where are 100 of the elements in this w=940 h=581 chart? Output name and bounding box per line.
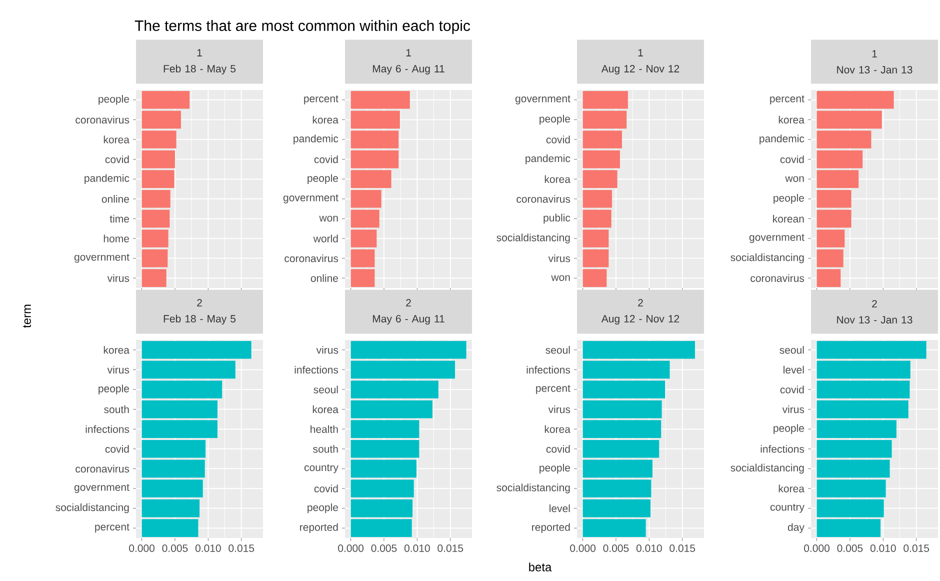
y-tick-label: coronavirus	[76, 116, 130, 124]
y-tick-label: government	[74, 484, 130, 493]
x-axis-title: beta	[529, 562, 552, 572]
bar	[582, 230, 609, 248]
bar	[816, 269, 841, 287]
y-tick-label: seoul	[546, 346, 570, 354]
y-tick-label: pandemic	[760, 134, 804, 144]
y-tick-label: percent	[95, 524, 130, 533]
bar	[816, 499, 884, 518]
y-tick-label: online	[310, 274, 338, 282]
y-tick-label: percent	[770, 95, 804, 104]
y-tick-label: korea	[104, 136, 130, 144]
chart-subtitle: Aug 12 - Nov 12	[601, 64, 680, 74]
x-tick-label: 0.000	[570, 544, 596, 552]
y-tick-label: people	[774, 194, 804, 204]
bar	[350, 230, 377, 248]
y-tick-label: korea	[544, 425, 570, 433]
y-tick-label: socialdistancing	[730, 253, 804, 264]
bar	[816, 130, 872, 148]
bar	[142, 210, 170, 228]
chart-title: 2	[406, 299, 411, 306]
bar	[582, 460, 652, 478]
y-tick-label: virus	[548, 405, 570, 414]
bar	[350, 90, 410, 109]
y-tick-label: covid	[314, 484, 338, 492]
y-tick-label: coronavirus	[750, 274, 804, 282]
y-tick-label: percent	[304, 95, 338, 104]
bar	[142, 130, 176, 148]
bar	[350, 190, 382, 208]
y-tick-label: pandemic	[84, 174, 130, 184]
bar	[582, 110, 627, 129]
x-tick-label: 0.010	[636, 544, 662, 552]
bar	[350, 480, 414, 498]
y-tick-label: home	[104, 234, 129, 242]
bar	[816, 90, 894, 109]
y-tick-label: government	[515, 95, 570, 104]
x-tick-label: 0.005	[162, 544, 188, 552]
bar	[582, 420, 662, 438]
x-tick-label: 0.000	[804, 544, 830, 552]
y-tick-label: won	[319, 216, 338, 222]
bar	[350, 269, 375, 287]
chart-title: 1	[638, 49, 643, 56]
bar	[816, 420, 896, 438]
y-axis-title: term	[23, 304, 31, 328]
y-tick-label: people	[540, 464, 570, 474]
y-tick-label: percent	[536, 385, 570, 394]
y-tick-label: country	[304, 464, 338, 474]
bar	[350, 170, 392, 188]
x-tick-label: 0.005	[371, 544, 397, 552]
chart-title: 2	[197, 299, 202, 306]
bar	[582, 440, 660, 458]
y-tick-label: virus	[107, 366, 130, 374]
bar	[142, 340, 252, 359]
y-tick-label: level	[784, 366, 804, 374]
bar	[816, 340, 926, 359]
bar	[350, 340, 466, 359]
y-tick-label: world	[313, 234, 338, 242]
y-tick-label: coronavirus	[516, 195, 570, 203]
y-tick-label: korea	[104, 346, 130, 354]
y-tick-label: infections	[86, 425, 130, 433]
y-tick-label: korea	[312, 116, 338, 124]
chart-title: 2	[638, 299, 643, 306]
y-tick-label: covid	[780, 386, 804, 394]
bar	[582, 190, 612, 208]
bar	[350, 360, 456, 379]
y-tick-label: korea	[312, 405, 338, 414]
bar	[142, 230, 168, 248]
y-tick-label: health	[310, 425, 338, 433]
y-tick-label: coronavirus	[76, 464, 130, 473]
y-tick-label: reported	[300, 523, 338, 533]
bar	[142, 150, 175, 168]
bar	[350, 440, 420, 458]
x-tick-label: 0.015	[670, 544, 696, 552]
bar	[816, 170, 859, 188]
bar	[816, 480, 886, 498]
y-tick-label: infections	[294, 366, 338, 374]
bar	[582, 210, 612, 228]
x-tick-label: 0.010	[870, 544, 896, 552]
y-tick-label: covid	[314, 155, 338, 164]
y-tick-label: pandemic	[526, 154, 570, 164]
bar	[142, 110, 181, 129]
bar	[142, 190, 170, 208]
y-tick-label: people	[308, 174, 338, 184]
y-tick-label: coronavirus	[284, 254, 338, 262]
bar	[582, 480, 652, 498]
bar	[582, 380, 666, 398]
y-tick-label: pandemic	[294, 134, 338, 144]
chart-subtitle: May 6 - Aug 11	[372, 64, 444, 74]
bar	[816, 380, 910, 398]
bar	[350, 400, 432, 418]
y-tick-label: korean	[773, 214, 804, 223]
chart-title: 1	[872, 50, 877, 58]
y-tick-label: socialdistancing	[56, 503, 129, 514]
bar	[816, 400, 908, 418]
bar	[350, 519, 412, 537]
bar	[816, 360, 910, 379]
bar	[816, 249, 844, 268]
chart-subtitle: Feb 18 - May 5	[164, 64, 236, 74]
y-tick-label: people	[98, 95, 129, 105]
y-tick-label: south	[104, 405, 129, 414]
